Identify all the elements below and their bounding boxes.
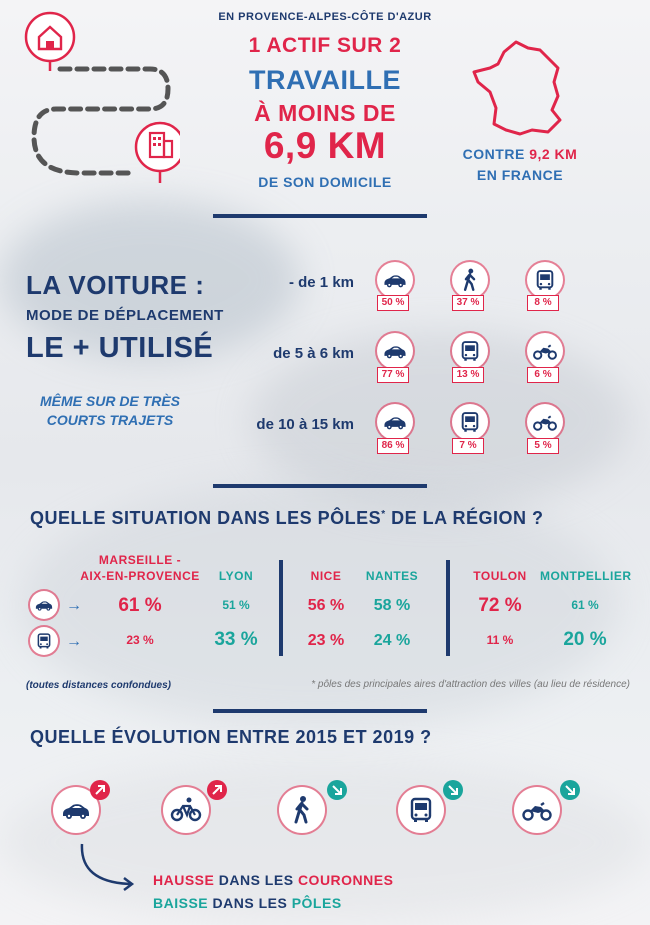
hausse-word: HAUSSE	[153, 872, 215, 888]
bus-icon	[452, 404, 488, 440]
city-name: MARSEILLE -	[98, 553, 182, 567]
bicycle-icon	[163, 787, 209, 833]
city-name: LYON	[218, 569, 254, 583]
evolution-title: QUELLE ÉVOLUTION ENTRE 2015 ET 2019 ?	[30, 727, 432, 747]
bus-icon	[398, 787, 444, 833]
mode-share: 50 %	[377, 295, 409, 311]
poles-title-end: DE LA RÉGION ?	[385, 508, 544, 528]
footnote-star: *	[381, 509, 386, 520]
bus-icon	[452, 333, 488, 369]
baisse-mid: DANS LES	[208, 895, 292, 911]
headline-line2: TRAVAILLE	[249, 65, 401, 95]
background-blur	[0, 200, 300, 360]
contre-label: CONTRE	[462, 146, 525, 162]
bus-icon	[30, 627, 58, 655]
distance-label: de 5 à 6 km	[273, 345, 354, 362]
voiture-note-line1: MÊME SUR DE TRÈS	[39, 393, 180, 409]
voiture-note-line2: COURTS TRAJETS	[46, 412, 174, 428]
headline-distance: 6,9 KM	[263, 125, 387, 166]
home-to-work-route-icon	[24, 11, 180, 183]
trend-up-icon	[207, 780, 227, 800]
city-car-share: 61 %	[571, 598, 599, 612]
trend-down-icon	[327, 780, 347, 800]
car-icon	[377, 262, 413, 298]
poles-title-main: QUELLE SITUATION DANS LES PÔLES	[30, 508, 382, 528]
note-left: (toutes distances confondues)	[26, 680, 172, 691]
arrow-right-icon: →	[66, 597, 82, 614]
column-divider	[446, 560, 450, 656]
france-map-icon	[472, 40, 562, 136]
motorcycle-icon	[514, 787, 560, 833]
baisse-line: BAISSE DANS LES PÔLES	[153, 895, 342, 911]
headline-line3: À MOINS DE	[254, 100, 396, 126]
trend-down-icon	[443, 780, 463, 800]
curved-arrow-icon	[80, 843, 135, 891]
hausse-mid: DANS LES	[214, 872, 298, 888]
city-bus-share: 33 %	[214, 629, 258, 650]
city-name: NICE	[310, 569, 342, 583]
mode-share: 7 %	[452, 438, 484, 454]
voiture-title: LA VOITURE :	[26, 270, 205, 300]
poles-title: QUELLE SITUATION DANS LES PÔLES* DE LA R…	[30, 508, 543, 529]
arrow-right-icon: →	[66, 633, 82, 650]
distance-label: de 10 à 15 km	[256, 416, 354, 433]
city-bus-share: 23 %	[126, 633, 154, 647]
hausse-line: HAUSSE DANS LES COURONNES	[153, 872, 393, 888]
city-car-share: 51 %	[222, 598, 250, 612]
city-name: AIX-EN-PROVENCE	[80, 569, 200, 583]
background-blur	[250, 330, 630, 510]
city-bus-share: 24 %	[373, 632, 411, 649]
divider	[213, 214, 427, 218]
mode-share: 8 %	[527, 295, 559, 311]
divider	[213, 709, 427, 713]
mode-share: 6 %	[527, 367, 559, 383]
motorcycle-icon	[527, 404, 563, 440]
trend-down-icon	[560, 780, 580, 800]
city-name: MONTPELLIER	[540, 569, 632, 583]
car-icon	[377, 333, 413, 369]
region-label: EN PROVENCE-ALPES-CÔTE D'AZUR	[218, 11, 432, 23]
contre-value: 9,2 KM	[529, 146, 578, 162]
mode-share: 13 %	[452, 367, 484, 383]
contre-place: EN FRANCE	[476, 167, 564, 183]
headline-line5: DE SON DOMICILE	[258, 174, 392, 190]
hausse-end: COURONNES	[297, 872, 394, 888]
footnote: * pôles des principales aires d'attracti…	[311, 679, 630, 690]
baisse-word: BAISSE	[153, 895, 209, 911]
background-blur	[20, 480, 620, 730]
mode-share: 77 %	[377, 367, 409, 383]
distance-label: - de 1 km	[288, 274, 354, 291]
divider	[213, 484, 427, 488]
city-car-share: 56 %	[307, 597, 345, 614]
city-name: TOULON	[473, 569, 527, 583]
motorcycle-icon	[527, 333, 563, 369]
walking-icon	[279, 787, 325, 833]
city-car-share: 72 %	[478, 595, 522, 616]
city-bus-share: 20 %	[563, 629, 607, 650]
headline-line1: 1 ACTIF SUR 2	[248, 34, 402, 57]
bus-icon	[527, 262, 563, 298]
city-bus-share: 11 %	[486, 633, 514, 647]
mode-share: 5 %	[527, 438, 559, 454]
city-name: NANTES	[365, 569, 419, 583]
trend-up-icon	[90, 780, 110, 800]
baisse-end: PÔLES	[291, 895, 342, 911]
car-icon	[377, 404, 413, 440]
mode-share: 37 %	[452, 295, 484, 311]
column-divider	[279, 560, 283, 656]
voiture-subtitle: MODE DE DÉPLACEMENT	[26, 307, 224, 324]
city-car-share: 61 %	[118, 595, 162, 616]
car-icon	[30, 591, 58, 619]
voiture-emphasis: LE + UTILISÉ	[26, 332, 214, 364]
city-car-share: 58 %	[373, 597, 411, 614]
walking-icon	[452, 262, 488, 298]
mode-share: 86 %	[377, 438, 409, 454]
city-bus-share: 23 %	[307, 632, 345, 649]
contre-line: CONTRE 9,2 KM	[455, 146, 585, 162]
